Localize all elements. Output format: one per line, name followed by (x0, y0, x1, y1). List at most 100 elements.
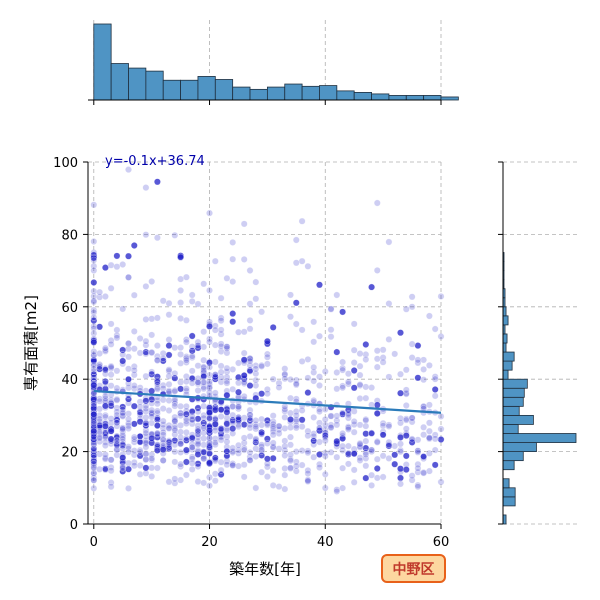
right-hist-bar (502, 451, 524, 462)
scatter-point (182, 417, 190, 425)
scatter-point (420, 452, 428, 460)
scatter-point (373, 363, 381, 371)
scatter-point (252, 278, 260, 286)
scatter-point (148, 399, 156, 407)
scatter-point (171, 400, 179, 407)
scatter-point (275, 383, 283, 391)
scatter-point (287, 433, 294, 441)
scatter-point (200, 455, 208, 463)
scatter-point (397, 480, 404, 488)
scatter-point (321, 415, 329, 423)
scatter-point (425, 467, 433, 475)
scatter-point (171, 441, 179, 449)
scatter-point (344, 449, 352, 457)
scatter-point (240, 446, 248, 454)
scatter-point (101, 264, 109, 272)
scatter-point (159, 417, 167, 425)
scatter-point (292, 395, 300, 403)
scatter-point (113, 252, 121, 260)
scatter-point (373, 410, 381, 417)
scatter-point (217, 378, 225, 386)
scatter-point (206, 473, 213, 481)
scatter-point (327, 448, 335, 456)
scatter-point (356, 421, 364, 429)
right-hist-bar (502, 433, 577, 443)
scatter-point (281, 485, 289, 493)
scatter-point (142, 419, 150, 427)
scatter-point (177, 421, 185, 429)
scatter-point (165, 372, 173, 380)
scatter-point (142, 464, 150, 472)
scatter-point (385, 335, 393, 343)
scatter-point (90, 368, 98, 375)
scatter-point (229, 255, 237, 263)
scatter-point (281, 365, 289, 373)
scatter-point (206, 380, 213, 388)
top-hist-bar (440, 96, 459, 101)
scatter-point (344, 378, 352, 386)
scatter-point (304, 449, 312, 457)
scatter-point (90, 460, 98, 468)
scatter-point (90, 348, 98, 355)
scatter-point (171, 425, 179, 433)
scatter-point (136, 418, 144, 426)
scatter-point (211, 435, 219, 443)
scatter-point (414, 359, 422, 367)
scatter-point (171, 448, 179, 456)
scatter-point (246, 267, 254, 274)
scatter-point (177, 378, 185, 386)
scatter-point (200, 280, 208, 288)
y-tick-label: 80 (61, 228, 78, 243)
scatter-point (96, 428, 104, 436)
scatter-point (310, 318, 318, 326)
scatter-point (235, 446, 242, 454)
scatter-point (339, 366, 347, 374)
scatter-point (281, 405, 289, 413)
scatter-point (281, 413, 289, 421)
scatter-point (142, 429, 150, 437)
scatter-point (107, 415, 115, 423)
scatter-point (240, 371, 248, 379)
scatter-point (177, 463, 185, 470)
scatter-point (211, 420, 219, 428)
scatter-point (402, 305, 410, 313)
scatter-point (188, 374, 196, 382)
scatter-point (258, 446, 266, 454)
top-hist-bar (319, 85, 338, 101)
scatter-point (90, 256, 98, 264)
scatter-point (148, 434, 156, 442)
scatter-point (397, 465, 404, 473)
scatter-point (298, 217, 306, 225)
scatter-point (177, 460, 185, 468)
y-tick-label: 0 (70, 518, 78, 533)
scatter-point (385, 454, 393, 462)
scatter-point (136, 448, 144, 456)
scatter-point (397, 370, 404, 378)
scatter-point (200, 449, 208, 456)
right-hist-bar (502, 442, 537, 452)
scatter-point (298, 416, 306, 424)
scatter-point (385, 422, 393, 430)
scatter-point (177, 359, 185, 367)
scatter-point (240, 473, 248, 481)
scatter-point (113, 442, 121, 450)
scatter-point (90, 427, 98, 435)
scatter-point (125, 419, 132, 427)
top-hist-bar (214, 79, 234, 101)
scatter-point (414, 356, 422, 364)
scatter-point (269, 481, 277, 489)
scatter-point (136, 470, 144, 478)
scatter-point (90, 445, 98, 453)
scatter-point (171, 458, 179, 466)
scatter-point (385, 238, 393, 246)
scatter-point (200, 435, 208, 442)
scatter-point (125, 395, 132, 403)
scatter-point (373, 347, 381, 355)
scatter-point (182, 385, 190, 393)
scatter-point (182, 273, 190, 281)
scatter-point (188, 352, 196, 360)
scatter-point (350, 418, 358, 425)
scatter-point (292, 448, 300, 456)
scatter-point (194, 344, 202, 352)
scatter-point (107, 337, 115, 344)
